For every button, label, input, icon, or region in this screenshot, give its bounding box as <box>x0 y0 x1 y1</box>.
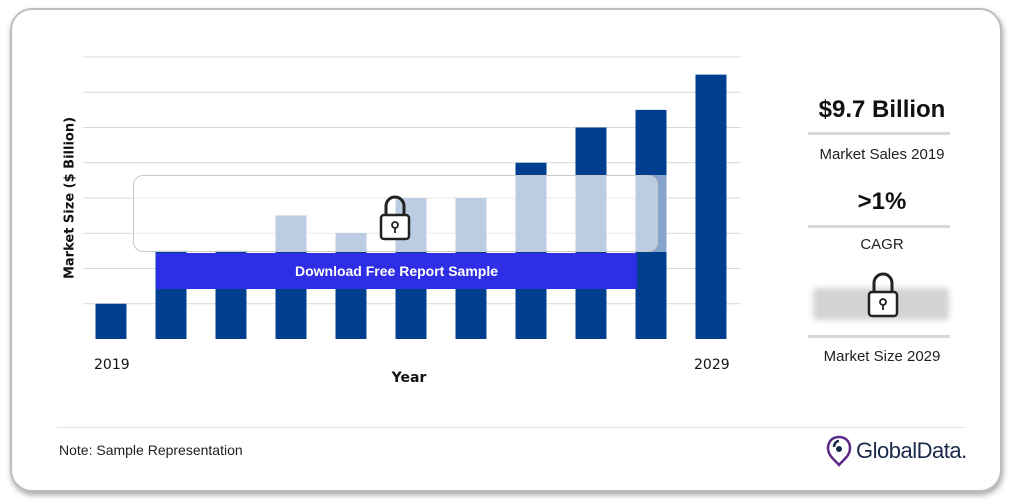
bar-masked-2025 <box>455 198 487 252</box>
y-axis-label: Market Size ($ Billion) <box>62 116 78 280</box>
bar-masked-2026 <box>515 175 547 252</box>
x-axis-label: Year <box>391 370 427 386</box>
globaldata-logo-icon <box>826 435 852 467</box>
bar-masked-2028 <box>635 175 667 252</box>
bar-masked-2022 <box>275 215 307 252</box>
bar-masked-2023 <box>335 233 367 252</box>
stat-divider <box>808 335 950 338</box>
logo-text: GlobalData. <box>856 438 967 463</box>
cagr-value: >1% <box>857 188 907 215</box>
footer-divider <box>57 427 965 428</box>
chart-card <box>10 8 1002 492</box>
stat-divider <box>808 225 950 228</box>
lock-icon <box>867 272 899 318</box>
bar-masked-2027 <box>575 175 607 252</box>
cagr-label: CAGR <box>860 236 904 253</box>
download-sample-button[interactable]: Download Free Report Sample <box>156 253 637 289</box>
footer-note: Note: Sample Representation <box>59 442 243 458</box>
x-tick-last: 2029 <box>694 357 730 373</box>
bar-2029 <box>695 74 727 339</box>
market-sales-value: $9.7 Billion <box>818 96 946 123</box>
bar-2019 <box>95 303 127 339</box>
globaldata-logo: GlobalData. <box>826 434 967 468</box>
market-sales-label: Market Sales 2019 <box>819 146 945 163</box>
market-size-label: Market Size 2029 <box>823 348 941 365</box>
stat-divider <box>808 132 950 135</box>
x-tick-first: 2019 <box>94 357 130 373</box>
lock-icon <box>379 195 411 241</box>
locked-overlay-box <box>133 175 658 252</box>
